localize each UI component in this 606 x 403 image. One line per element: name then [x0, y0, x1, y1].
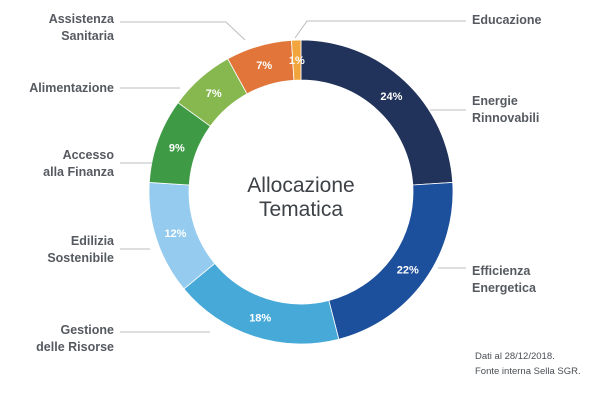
category-label-accesso-alla-finanza-line-1: Accesso	[63, 148, 115, 162]
slice-efficienza-energetica	[328, 182, 454, 340]
category-labels: Energie Rinnovabili Efficienza Energetica Ge…	[29, 12, 541, 354]
percent-label-assistenza-sanitaria: 7%	[256, 60, 272, 72]
category-label-assistenza-sanitaria-line-2: Sanitaria	[61, 29, 115, 43]
chart-title-line-2: Tematica	[259, 198, 343, 221]
percent-label-energie-rinnovabili: 24%	[380, 91, 402, 103]
slice-energie-rinnovabili	[300, 39, 454, 186]
category-label-energie-rinnovabili-line-1: Energie	[472, 94, 518, 108]
category-label-assistenza-sanitaria-line-1: Assistenza	[49, 12, 115, 26]
slice-educazione	[291, 39, 302, 81]
leader-line-educazione	[294, 20, 466, 39]
category-label-energie-rinnovabili-line-2: Rinnovabili	[472, 111, 539, 125]
category-label-edilizia-sostenibile-line-1: Edilizia	[71, 234, 115, 248]
category-label-accesso-alla-finanza-line-2: alla Finanza	[43, 165, 115, 179]
percent-label-efficienza-energetica: 22%	[397, 265, 419, 277]
category-label-gestione-delle-risorse-line-1: Gestione	[61, 323, 115, 337]
footnote-source: Fonte interna Sella SGR.	[475, 366, 581, 377]
chart-title-line-1: Allocazione	[247, 174, 354, 197]
leader-line-assistenza-sanitaria	[120, 21, 246, 41]
category-label-efficienza-energetica-line-2: Energetica	[472, 281, 537, 295]
category-label-alimentazione-line-1: Alimentazione	[29, 81, 114, 95]
donut-slices	[148, 39, 454, 345]
category-label-gestione-delle-risorse-line-2: delle Risorse	[36, 340, 114, 354]
leader-lines	[120, 20, 466, 333]
category-label-educazione-line-1: Educazione	[472, 13, 542, 27]
footnote-date: Dati al 28/12/2018.	[475, 351, 555, 362]
category-label-edilizia-sostenibile-line-2: Sostenibile	[47, 251, 114, 265]
category-label-efficienza-energetica-line-1: Efficienza	[472, 264, 531, 278]
percent-labels: 24% 22% 18% 12% 9% 7% 7% 1%	[164, 55, 419, 324]
percent-label-accesso-alla-finanza: 9%	[169, 142, 185, 154]
percent-label-educazione: 1%	[289, 55, 305, 67]
percent-label-gestione-delle-risorse: 18%	[249, 313, 271, 325]
percent-label-edilizia-sostenibile: 12%	[164, 228, 186, 240]
percent-label-alimentazione: 7%	[206, 88, 222, 100]
